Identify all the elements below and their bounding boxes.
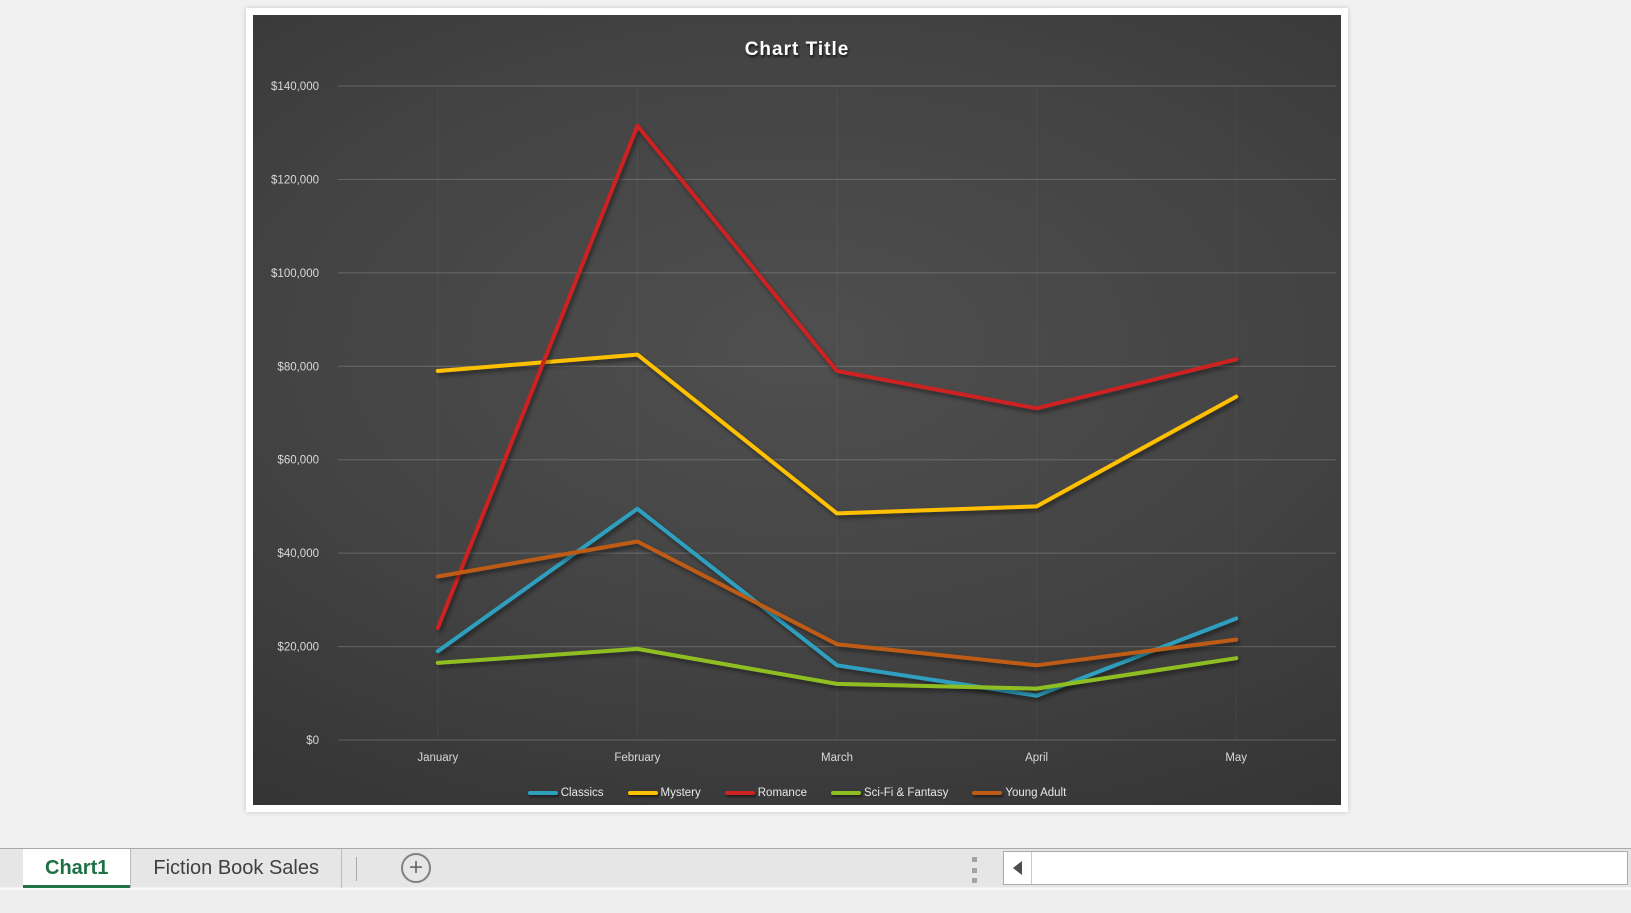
legend-label: Mystery xyxy=(660,787,701,799)
legend-item-young-adult[interactable]: Young Adult xyxy=(972,787,1066,799)
y-tick-label: $40,000 xyxy=(277,548,319,560)
legend-item-mystery[interactable]: Mystery xyxy=(627,787,701,799)
tab-chart1-label: Chart1 xyxy=(45,857,109,879)
new-sheet-button[interactable]: + xyxy=(401,853,431,883)
tab-fiction-book-sales-label: Fiction Book Sales xyxy=(153,857,319,879)
sheet-tabs: Chart1 Fiction Book Sales + xyxy=(23,849,431,888)
series-line-romance[interactable] xyxy=(435,123,1239,630)
tab-fiction-book-sales[interactable]: Fiction Book Sales xyxy=(131,849,342,888)
scroll-left-button[interactable] xyxy=(1004,852,1032,884)
y-tick-label: $60,000 xyxy=(277,455,319,467)
chart-sheet: Chart Title $140,000 $120,000 $100,000 $80,0… xyxy=(246,8,1348,812)
y-tick-label: $140,000 xyxy=(271,81,319,93)
series-line-sci-fi-fantasy[interactable] xyxy=(435,646,1239,691)
legend-label: Sci-Fi & Fantasy xyxy=(863,787,949,799)
y-tick-label: $120,000 xyxy=(271,174,319,186)
chart-object[interactable]: Chart Title $140,000 $120,000 $100,000 $80,0… xyxy=(253,15,1341,805)
legend-swatch xyxy=(527,791,558,795)
tabbar-resize-handle[interactable] xyxy=(972,857,978,883)
tab-chart1[interactable]: Chart1 xyxy=(23,849,132,888)
line-chart-svg: Chart Title $140,000 $120,000 $100,000 $80,0… xyxy=(271,39,1336,764)
legend-swatch xyxy=(830,791,861,795)
scroll-left-icon xyxy=(1013,861,1022,875)
tab-divider xyxy=(356,857,357,881)
y-tick-label: $0 xyxy=(306,735,319,747)
legend-label: Romance xyxy=(757,787,807,799)
legend-swatch xyxy=(627,791,658,795)
x-tick-label: February xyxy=(614,752,660,764)
horizontal-scrollbar[interactable] xyxy=(1003,851,1628,885)
y-tick-label: $20,000 xyxy=(277,642,319,654)
legend-item-classics[interactable]: Classics xyxy=(527,787,604,799)
sheet-tab-bar: Chart1 Fiction Book Sales + xyxy=(0,848,1631,888)
chart-title[interactable]: Chart Title xyxy=(745,39,850,60)
status-strip xyxy=(0,888,1631,913)
legend-swatch xyxy=(972,791,1003,795)
y-tick-label: $100,000 xyxy=(271,268,319,280)
x-tick-label: April xyxy=(1025,752,1048,764)
scrollbar-track[interactable] xyxy=(1032,852,1627,884)
x-tick-label: March xyxy=(821,752,853,764)
series-line-young-adult[interactable] xyxy=(435,539,1239,668)
y-tick-label: $80,000 xyxy=(277,361,319,373)
plus-icon: + xyxy=(408,854,423,881)
chart-legend: Classics Mystery Romance Sci-Fi & Fantasy Yo… xyxy=(253,787,1341,799)
x-tick-label: May xyxy=(1225,752,1247,764)
series-line-classics[interactable] xyxy=(435,506,1239,698)
legend-item-sci-fi-fantasy[interactable]: Sci-Fi & Fantasy xyxy=(830,787,949,799)
legend-label: Classics xyxy=(560,787,604,799)
legend-item-romance[interactable]: Romance xyxy=(724,787,807,799)
series-line-mystery[interactable] xyxy=(435,352,1239,516)
legend-swatch xyxy=(724,791,755,795)
legend-label: Young Adult xyxy=(1005,787,1067,799)
x-tick-label: January xyxy=(417,752,458,764)
